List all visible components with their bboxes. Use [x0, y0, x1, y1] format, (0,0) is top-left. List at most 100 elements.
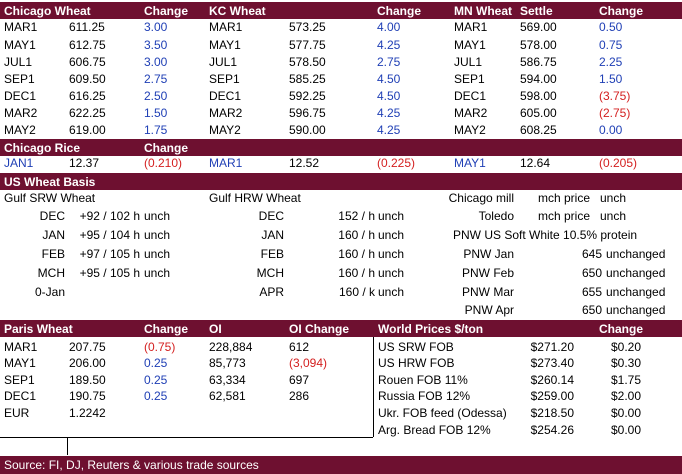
mn-change: 0.50	[599, 20, 623, 34]
rice-price: 12.64	[520, 156, 551, 170]
kc-price: 596.75	[289, 106, 326, 120]
hrw-month: JAN	[261, 228, 284, 242]
basis-title: US Wheat Basis	[4, 175, 96, 189]
rice-change: (0.225)	[377, 156, 416, 170]
world-change: $0.00	[610, 423, 641, 437]
kc-price: 573.25	[289, 20, 326, 34]
gulf-hrw-title: Gulf HRW Wheat	[209, 191, 301, 205]
kc-price: 592.25	[289, 89, 326, 103]
source-note: Source: FI, DJ, Reuters & various trade …	[4, 458, 259, 472]
kc-change: 4.25	[377, 123, 401, 137]
paris-oi-change: 697	[289, 373, 310, 387]
chicago-price: 611.25	[69, 20, 105, 34]
mn-change: (2.75)	[599, 106, 631, 120]
chicago-month: MAY1	[4, 38, 36, 52]
basis-header: US Wheat Basis	[0, 173, 682, 190]
rice-change: (0.210)	[144, 156, 183, 170]
rice-month: JAN1	[4, 156, 34, 170]
paris-price: 206.00	[69, 356, 106, 370]
mn-change: 0.75	[599, 38, 623, 52]
chicago-month: MAR2	[4, 106, 38, 120]
mill-change: unch	[600, 209, 627, 223]
mn-month: MAY2	[454, 123, 486, 137]
world-prices-header: World Prices $/ton	[378, 322, 484, 336]
world-origin: Ukr. FOB feed (Odessa)	[378, 406, 507, 420]
kc-month: MAY2	[209, 123, 241, 137]
pnw-value: 650	[581, 266, 602, 280]
mn-wheat-header: MN Wheat	[454, 4, 512, 18]
kc-month: MAR1	[209, 20, 243, 34]
box-bottom-border	[0, 437, 373, 438]
paris-oi: 228,884	[209, 340, 253, 354]
hrw-basis: 160 / k	[338, 285, 375, 299]
paris-price: 207.75	[69, 340, 106, 354]
world-origin: Russia FOB 12%	[378, 389, 471, 403]
paris-oi: 85,773	[209, 356, 246, 370]
hrw-month: MCH	[256, 266, 284, 280]
chicago-price: 609.50	[69, 72, 106, 86]
srw-month: FEB	[41, 247, 65, 261]
kc-change-header: Change	[377, 4, 422, 18]
paris-price: 189.50	[69, 373, 106, 387]
pnw-month: PNW Jan	[463, 247, 514, 261]
chicago-change: 1.50	[144, 106, 168, 120]
rice-month: MAR1	[209, 156, 243, 170]
srw-change: unch	[144, 266, 171, 280]
hrw-change: unch	[378, 266, 405, 280]
mn-change: (3.75)	[599, 89, 631, 103]
hrw-basis: 160 / h	[338, 228, 375, 242]
srw-basis: +95 / 105 h	[79, 266, 140, 280]
chicago-wheat-header: Chicago Wheat	[4, 4, 91, 18]
chicago-month: MAY2	[4, 123, 36, 137]
kc-month: SEP1	[209, 72, 240, 86]
rice-header: Chicago Rice Change	[0, 139, 682, 156]
paris-oichange-header: OI Change	[289, 322, 350, 336]
paris-price: 190.75	[69, 389, 106, 403]
mill-name: Chicago mill	[448, 191, 514, 205]
eur-value: 1.2242	[69, 406, 106, 420]
paris-month: DEC1	[4, 389, 37, 403]
world-price: $273.40	[530, 356, 574, 370]
paris-oi-change: 286	[289, 389, 310, 403]
paris-wheat-header: Paris Wheat	[4, 322, 73, 336]
pnw-month: PNW Feb	[461, 266, 514, 280]
world-price: $254.26	[530, 423, 574, 437]
world-change: $0.00	[610, 406, 641, 420]
mn-change: 2.25	[599, 55, 623, 69]
mill-price: mch price	[538, 191, 591, 205]
pnw-value: 650	[581, 303, 602, 317]
world-origin: US SRW FOB	[378, 340, 454, 354]
mn-settle-header: Settle	[520, 4, 553, 18]
paris-change-header: Change	[144, 322, 189, 336]
kc-change: 2.75	[377, 55, 401, 69]
chicago-price: 619.00	[69, 123, 106, 137]
mill-name: Toledo	[478, 209, 514, 223]
pnw-month: PNW Apr	[464, 303, 514, 317]
world-change: $0.30	[610, 356, 641, 370]
kc-change: 4.50	[377, 72, 401, 86]
footer-bar: Source: FI, DJ, Reuters & various trade …	[0, 456, 682, 474]
chicago-month: SEP1	[4, 72, 35, 86]
hrw-change: unch	[378, 228, 405, 242]
chicago-change: 2.50	[144, 89, 168, 103]
paris-world-header: Paris Wheat Change OI OI Change World Pr…	[0, 320, 682, 337]
srw-month: MCH	[37, 266, 65, 280]
world-change: $2.00	[610, 389, 641, 403]
futures-header: Chicago Wheat Change KC Wheat Change MN …	[0, 2, 682, 19]
mn-change: 0.00	[599, 123, 623, 137]
mn-settle: 578.00	[520, 38, 557, 52]
kc-change: 4.25	[377, 106, 401, 120]
mn-month: MAY1	[454, 38, 486, 52]
kc-month: MAR2	[209, 106, 243, 120]
rice-price: 12.52	[289, 156, 320, 170]
world-price: $260.14	[530, 373, 574, 387]
box-divider	[373, 337, 374, 437]
mn-month: MAR2	[454, 106, 488, 120]
srw-month: DEC	[39, 209, 65, 223]
pnw-change: unchanged	[606, 303, 666, 317]
rice-title: Chicago Rice	[4, 141, 81, 155]
paris-change: 0.25	[144, 356, 168, 370]
paris-change: (0.75)	[144, 340, 176, 354]
chicago-month: MAR1	[4, 20, 38, 34]
hrw-month: APR	[259, 285, 284, 299]
